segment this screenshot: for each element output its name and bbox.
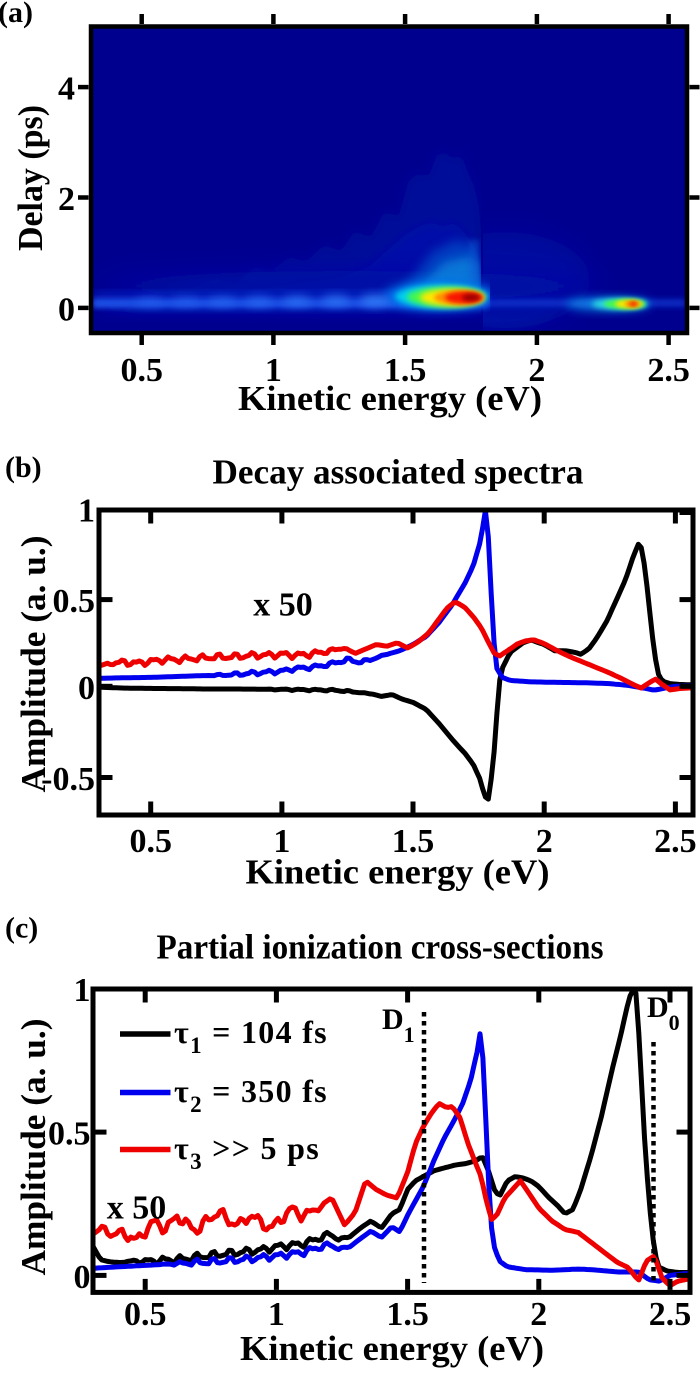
svg-text:4: 4 [58, 71, 75, 108]
svg-text:τ2 = 350 fs: τ2 = 350 fs [174, 1073, 328, 1117]
svg-text:1.5: 1.5 [384, 352, 427, 389]
svg-text:Amplitude (a. u.): Amplitude (a. u.) [14, 536, 53, 793]
svg-text:0: 0 [58, 292, 75, 329]
svg-text:-0.5: -0.5 [41, 761, 95, 798]
svg-text:τ1 = 104 fs: τ1 = 104 fs [174, 1014, 328, 1058]
svg-text:(a): (a) [0, 0, 33, 29]
svg-text:D0: D0 [647, 991, 680, 1035]
svg-text:Kinetic energy (eV): Kinetic energy (eV) [246, 853, 550, 892]
svg-text:0.5: 0.5 [53, 583, 96, 620]
svg-text:0.5: 0.5 [124, 1296, 167, 1333]
svg-text:τ3 >> 5 ps: τ3 >> 5 ps [174, 1130, 320, 1174]
svg-text:1: 1 [265, 352, 282, 389]
svg-text:Delay (ps): Delay (ps) [11, 105, 50, 251]
svg-text:0.5: 0.5 [129, 823, 172, 860]
svg-text:Kinetic energy (eV): Kinetic energy (eV) [238, 379, 542, 418]
svg-text:2: 2 [536, 823, 553, 860]
svg-text:0.5: 0.5 [48, 1116, 91, 1153]
svg-text:1: 1 [268, 1296, 285, 1333]
svg-text:0.5: 0.5 [120, 352, 163, 389]
svg-text:1: 1 [78, 493, 95, 530]
svg-text:2.5: 2.5 [654, 823, 697, 860]
svg-text:(b): (b) [5, 451, 42, 484]
svg-text:Partial ionization cross-secti: Partial ionization cross-sections [157, 928, 604, 967]
svg-text:0: 0 [78, 670, 95, 707]
svg-text:D1: D1 [382, 1003, 415, 1047]
svg-text:0: 0 [74, 1259, 91, 1296]
svg-text:2: 2 [58, 181, 75, 218]
svg-text:(c): (c) [5, 912, 38, 945]
svg-text:Decay associated spectra: Decay associated spectra [213, 453, 584, 492]
svg-text:Amplitude (a. u.): Amplitude (a. u.) [14, 1019, 53, 1276]
svg-text:x 50: x 50 [253, 587, 313, 624]
svg-text:1.5: 1.5 [392, 823, 435, 860]
svg-text:x 50: x 50 [107, 1190, 167, 1227]
svg-text:2.5: 2.5 [647, 352, 690, 389]
svg-text:1: 1 [74, 972, 91, 1009]
svg-text:1.5: 1.5 [386, 1296, 429, 1333]
svg-text:2: 2 [530, 1296, 547, 1333]
svg-text:2.5: 2.5 [649, 1296, 692, 1333]
svg-text:1: 1 [273, 823, 290, 860]
svg-text:2: 2 [528, 352, 545, 389]
svg-text:Kinetic energy (eV): Kinetic energy (eV) [240, 1329, 544, 1368]
